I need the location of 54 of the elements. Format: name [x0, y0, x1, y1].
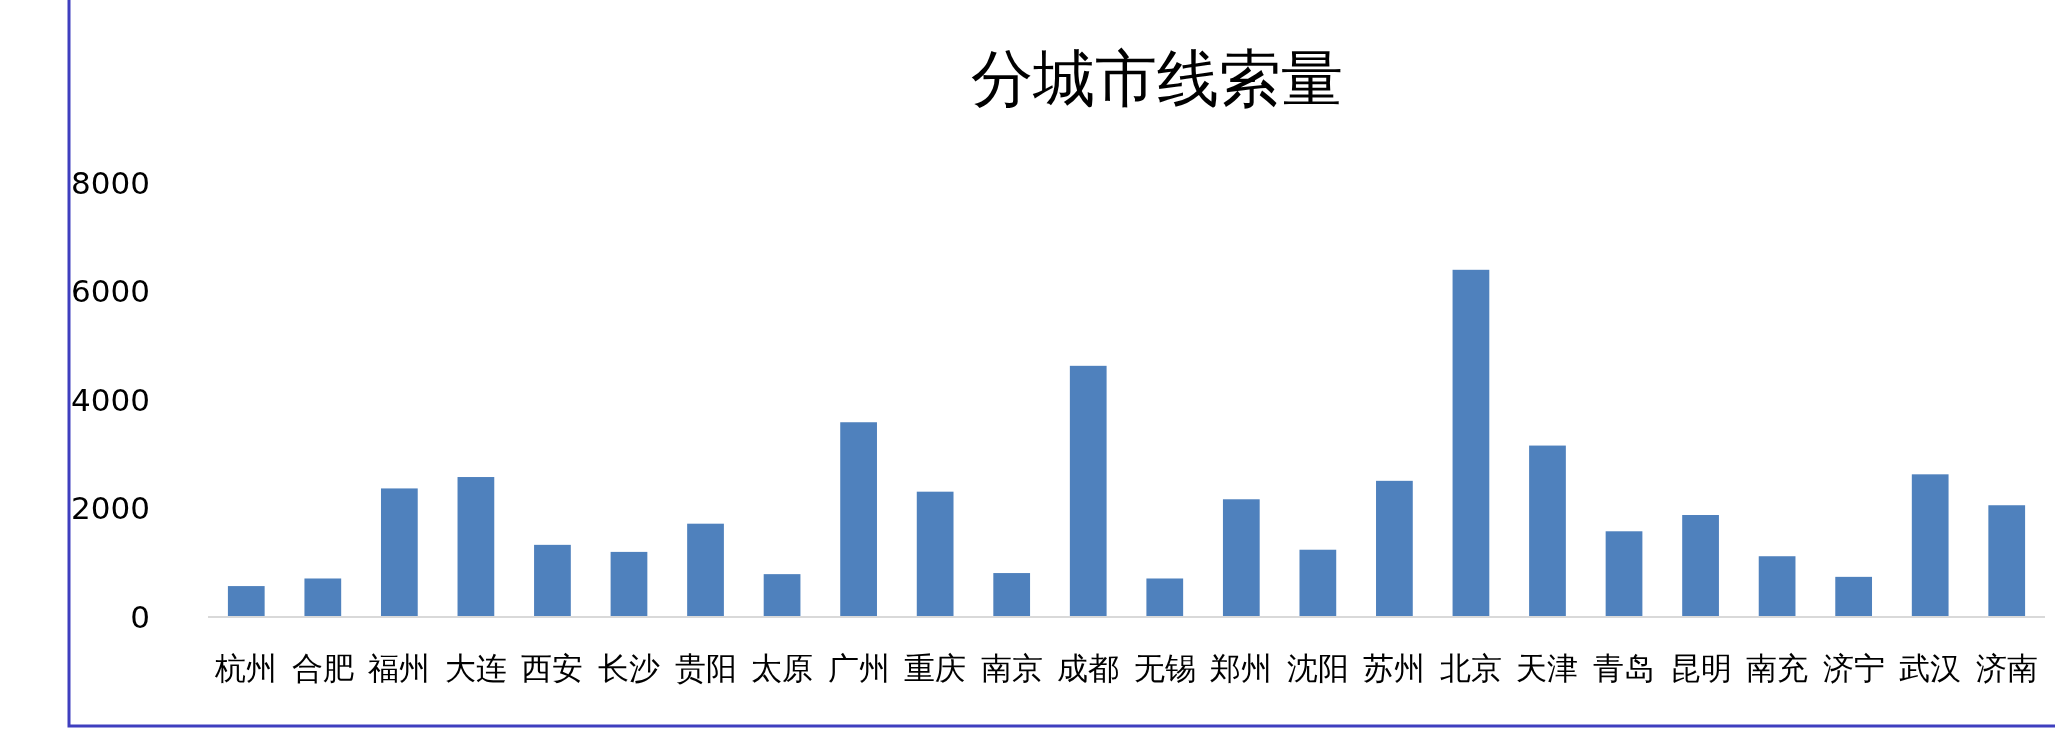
y-tick-label: 2000	[71, 490, 150, 527]
x-tick-label: 长沙	[597, 650, 660, 686]
x-tick-label: 贵阳	[674, 650, 737, 686]
bar	[227, 586, 265, 617]
bar	[534, 544, 571, 617]
bar	[840, 422, 877, 617]
x-tick-label: 大连	[444, 650, 507, 686]
x-tick-label: 太原	[751, 650, 814, 686]
bar	[1452, 269, 1490, 617]
bar	[1682, 515, 1719, 617]
bar	[1376, 480, 1413, 617]
x-tick-label: 西安	[521, 650, 584, 686]
bar	[993, 573, 1031, 617]
bar	[1069, 365, 1107, 617]
x-tick-label: 南京	[980, 650, 1043, 686]
x-tick-label: 广州	[827, 650, 890, 686]
bar	[380, 488, 418, 617]
x-tick-label: 青岛	[1593, 650, 1656, 686]
x-tick-label: 郑州	[1210, 650, 1273, 686]
bar	[1988, 505, 2026, 617]
x-tick-label: 重庆	[904, 650, 967, 686]
y-tick-label: 8000	[71, 164, 150, 201]
x-tick-label: 武汉	[1899, 650, 1962, 686]
x-tick-label: 昆明	[1669, 650, 1732, 686]
bar	[687, 523, 724, 617]
bar	[1299, 549, 1337, 617]
bar	[457, 477, 495, 617]
bar	[1529, 445, 1566, 617]
x-tick-label: 南充	[1746, 650, 1809, 686]
x-tick-label: 苏州	[1363, 650, 1426, 686]
x-tick-label: 北京	[1439, 650, 1502, 686]
bar	[304, 578, 342, 617]
y-tick-label: 6000	[71, 273, 150, 310]
bar	[763, 574, 801, 617]
x-tick-label: 合肥	[291, 650, 354, 686]
x-tick-label: 沈阳	[1286, 650, 1349, 686]
x-tick-label: 无锡	[1133, 650, 1196, 686]
bar	[1835, 576, 1873, 617]
bar	[1911, 474, 1949, 617]
x-tick-label: 天津	[1516, 650, 1579, 686]
y-tick-label: 0	[130, 598, 150, 635]
x-tick-label: 福州	[368, 650, 431, 686]
bar	[1146, 578, 1184, 617]
bar	[916, 491, 954, 617]
bar	[1222, 499, 1260, 617]
bar	[1605, 531, 1643, 617]
x-tick-label: 杭州	[214, 650, 278, 686]
bar	[610, 551, 648, 617]
x-tick-label: 济宁	[1822, 650, 1885, 686]
x-tick-label: 成都	[1057, 650, 1120, 686]
chart-title: 分城市线索量	[970, 42, 1343, 115]
bar	[1758, 556, 1796, 617]
x-tick-label: 济南	[1975, 650, 2038, 686]
y-tick-label: 4000	[71, 381, 150, 418]
